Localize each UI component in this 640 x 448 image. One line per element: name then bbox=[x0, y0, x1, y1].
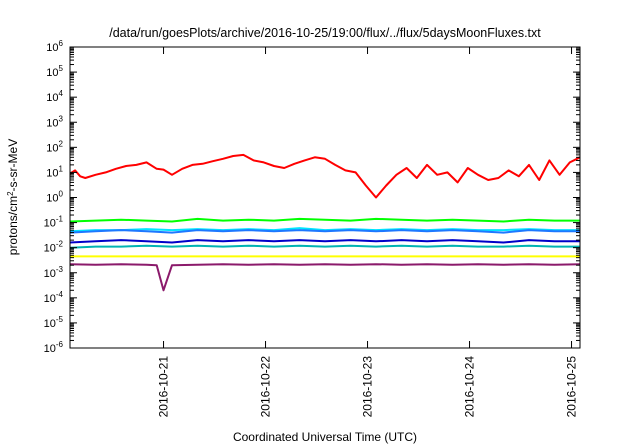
x-tick-label: 2016-10-22 bbox=[259, 356, 273, 418]
y-tick-base: 10 bbox=[44, 343, 56, 355]
x-tick-label: 2016-10-24 bbox=[463, 356, 477, 418]
y-tick-exp: -5 bbox=[56, 315, 64, 324]
y-tick-base: 10 bbox=[44, 318, 56, 330]
x-tick-label: 2016-10-21 bbox=[157, 356, 171, 418]
series-line-6 bbox=[69, 239, 580, 244]
y-tick-label: 10-4 bbox=[44, 290, 64, 305]
y-axis-label-sup: 2 bbox=[6, 191, 15, 196]
x-tick-label: 2016-10-25 bbox=[565, 356, 579, 418]
y-tick-exp: 2 bbox=[59, 139, 64, 148]
y-tick-exp: 4 bbox=[59, 89, 64, 98]
series-line-3 bbox=[69, 227, 580, 233]
series-line-4 bbox=[69, 229, 580, 234]
y-axis-label-base: protons/cm bbox=[6, 196, 20, 255]
series-line-5 bbox=[69, 244, 580, 249]
y-tick-exp: 0 bbox=[59, 190, 64, 199]
series-line-8 bbox=[69, 263, 581, 292]
chart-title: /data/run/goesPlots/archive/2016-10-25/1… bbox=[109, 26, 541, 40]
y-tick-exp: -3 bbox=[56, 265, 64, 274]
y-tick-label: 10-6 bbox=[44, 340, 64, 355]
y-tick-base: 10 bbox=[46, 142, 58, 154]
y-tick-base: 10 bbox=[44, 243, 56, 255]
x-tick-label: 2016-10-23 bbox=[361, 356, 375, 418]
plot-frame bbox=[69, 46, 581, 349]
x-axis-label: Coordinated Universal Time (UTC) bbox=[233, 430, 417, 444]
series-line-1 bbox=[69, 153, 581, 199]
y-tick-exp: 1 bbox=[59, 164, 64, 173]
y-tick-base: 10 bbox=[46, 167, 58, 179]
y-tick-base: 10 bbox=[44, 293, 56, 305]
y-tick-exp: -2 bbox=[56, 240, 64, 249]
y-tick-base: 10 bbox=[46, 92, 58, 104]
y-tick-label: 10-5 bbox=[44, 315, 64, 330]
y-tick-base: 10 bbox=[46, 193, 58, 205]
y-tick-base: 10 bbox=[46, 42, 58, 54]
y-tick-exp: -4 bbox=[56, 290, 64, 299]
y-tick-label: 104 bbox=[46, 89, 63, 104]
x-axis-ticks: 2016-10-21 2016-10-22 2016-10-23 2016-10-24… bbox=[157, 47, 579, 417]
y-tick-label: 106 bbox=[46, 39, 63, 54]
y-tick-label: 102 bbox=[46, 139, 63, 154]
y-tick-label: 100 bbox=[46, 190, 63, 205]
y-tick-label: 103 bbox=[46, 114, 63, 129]
y-tick-base: 10 bbox=[44, 218, 56, 230]
series-group bbox=[69, 153, 581, 292]
y-tick-base: 10 bbox=[44, 268, 56, 280]
y-tick-base: 10 bbox=[46, 67, 58, 79]
y-axis-ticks: 10-610-510-410-310-210-11001011021031041… bbox=[44, 39, 580, 355]
y-tick-label: 101 bbox=[46, 164, 63, 179]
series-line-2 bbox=[69, 217, 580, 223]
y-axis-label: protons/cm2-s-sr-MeV bbox=[6, 139, 21, 255]
y-tick-exp: 6 bbox=[59, 39, 64, 48]
y-tick-base: 10 bbox=[46, 117, 58, 129]
y-tick-exp: 5 bbox=[59, 64, 64, 73]
y-tick-exp: 3 bbox=[59, 114, 64, 123]
y-tick-label: 10-2 bbox=[44, 240, 64, 255]
y-tick-label: 105 bbox=[46, 64, 63, 79]
y-tick-label: 10-1 bbox=[44, 215, 64, 230]
y-tick-label: 10-3 bbox=[44, 265, 64, 280]
y-tick-exp: -6 bbox=[56, 340, 64, 349]
y-axis-label-rest: -s-sr-MeV bbox=[6, 139, 20, 192]
y-tick-exp: -1 bbox=[56, 215, 64, 224]
